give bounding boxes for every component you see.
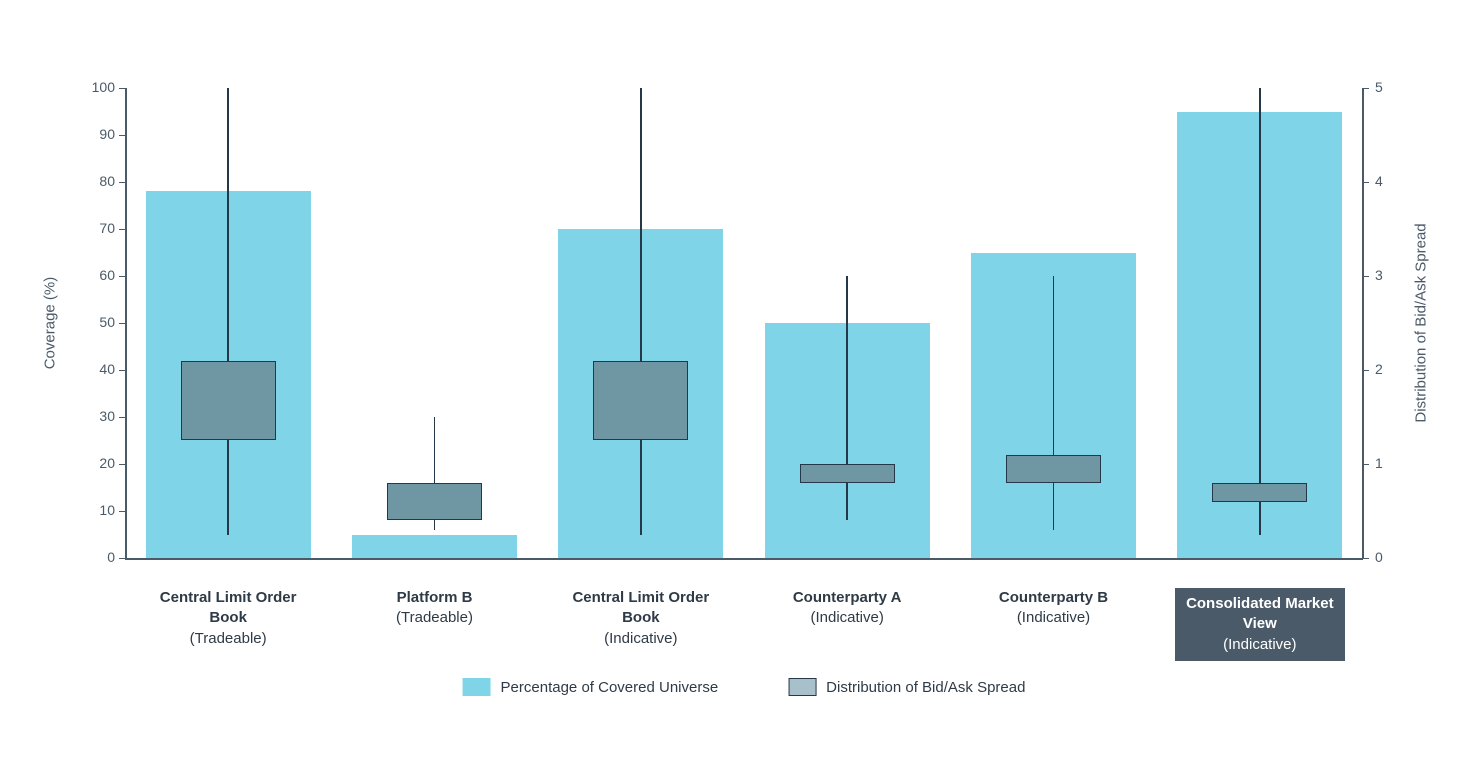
category-label: Central Limit Order Book(Tradeable) [143,588,313,649]
category-label: Counterparty B(Indicative) [969,588,1139,629]
category-label: Counterparty A(Indicative) [762,588,932,629]
spread-box [387,483,482,521]
coverage-bar [352,535,517,559]
category-title: Central Limit Order Book [556,588,726,629]
legend: Percentage of Covered Universe Distributi… [463,678,1026,696]
category-title: Counterparty A [762,588,932,608]
category-subtitle: (Indicative) [969,608,1139,628]
category-label: Central Limit Order Book(Indicative) [556,588,726,649]
legend-label: Percentage of Covered Universe [501,679,719,696]
legend-item: Distribution of Bid/Ask Spread [788,678,1025,696]
whisker [227,88,229,535]
legend-item: Percentage of Covered Universe [463,678,719,696]
y-right-tick [1363,88,1369,89]
y-left-tick [119,464,125,465]
y-left-tick-label: 90 [99,126,115,142]
y-left-tick-label: 30 [99,408,115,424]
y-left-tick-label: 0 [107,549,115,565]
spread-box [1212,483,1307,502]
y-left-tick-label: 20 [99,455,115,471]
y-right-tick [1363,464,1369,465]
plot-area [125,88,1363,558]
category-subtitle: (Tradeable) [350,608,520,628]
y-left-tick [119,370,125,371]
spread-box [593,361,688,441]
category-subtitle: (Indicative) [762,608,932,628]
y-right-tick-label: 5 [1375,79,1383,95]
spread-box [1006,455,1101,483]
y-left-title: Coverage (%) [42,277,59,370]
y-left-tick-label: 100 [92,79,115,95]
y-left-tick [119,558,125,559]
category-title: Central Limit Order Book [143,588,313,629]
y-left-tick-label: 80 [99,173,115,189]
whisker [1259,88,1261,535]
y-right-tick-label: 1 [1375,455,1383,471]
y-left-tick-label: 40 [99,361,115,377]
y-left-tick [119,323,125,324]
y-left-tick-label: 50 [99,314,115,330]
category-subtitle: (Indicative) [556,629,726,649]
y-right-title: Distribution of Bid/Ask Spread [1413,223,1430,422]
coverage-spread-chart: 0 10 20 30 40 50 60 70 80 90 100 Coverage (%) 0 1 2 3 4 5… [0,0,1463,758]
y-right-tick-label: 2 [1375,361,1383,377]
legend-label: Distribution of Bid/Ask Spread [826,679,1025,696]
category-title: Consolidated Market View [1183,594,1337,635]
y-left-tick-label: 60 [99,267,115,283]
y-left-tick [119,229,125,230]
y-right-tick-label: 3 [1375,267,1383,283]
y-left-tick [119,182,125,183]
whisker [1053,276,1055,530]
y-left-tick-label: 70 [99,220,115,236]
y-right-axis [1362,88,1364,558]
spread-box [800,464,895,483]
y-right-tick [1363,276,1369,277]
category-label: Platform B(Tradeable) [350,588,520,629]
y-left-tick-label: 10 [99,502,115,518]
category-subtitle: (Tradeable) [143,629,313,649]
y-left-tick [119,417,125,418]
x-axis [125,558,1363,560]
category-subtitle: (Indicative) [1183,635,1337,655]
y-left-axis [125,88,127,558]
whisker [640,88,642,535]
legend-swatch [788,678,816,696]
category-title: Counterparty B [969,588,1139,608]
category-label: Consolidated Market View(Indicative) [1175,588,1345,661]
legend-swatch [463,678,491,696]
y-right-tick [1363,182,1369,183]
y-right-tick [1363,370,1369,371]
spread-box [181,361,276,441]
y-right-tick [1363,558,1369,559]
y-right-tick-label: 4 [1375,173,1383,189]
y-left-tick [119,276,125,277]
y-left-tick [119,135,125,136]
category-title: Platform B [350,588,520,608]
whisker [846,276,848,520]
y-left-tick [119,511,125,512]
y-right-tick-label: 0 [1375,549,1383,565]
y-left-tick [119,88,125,89]
